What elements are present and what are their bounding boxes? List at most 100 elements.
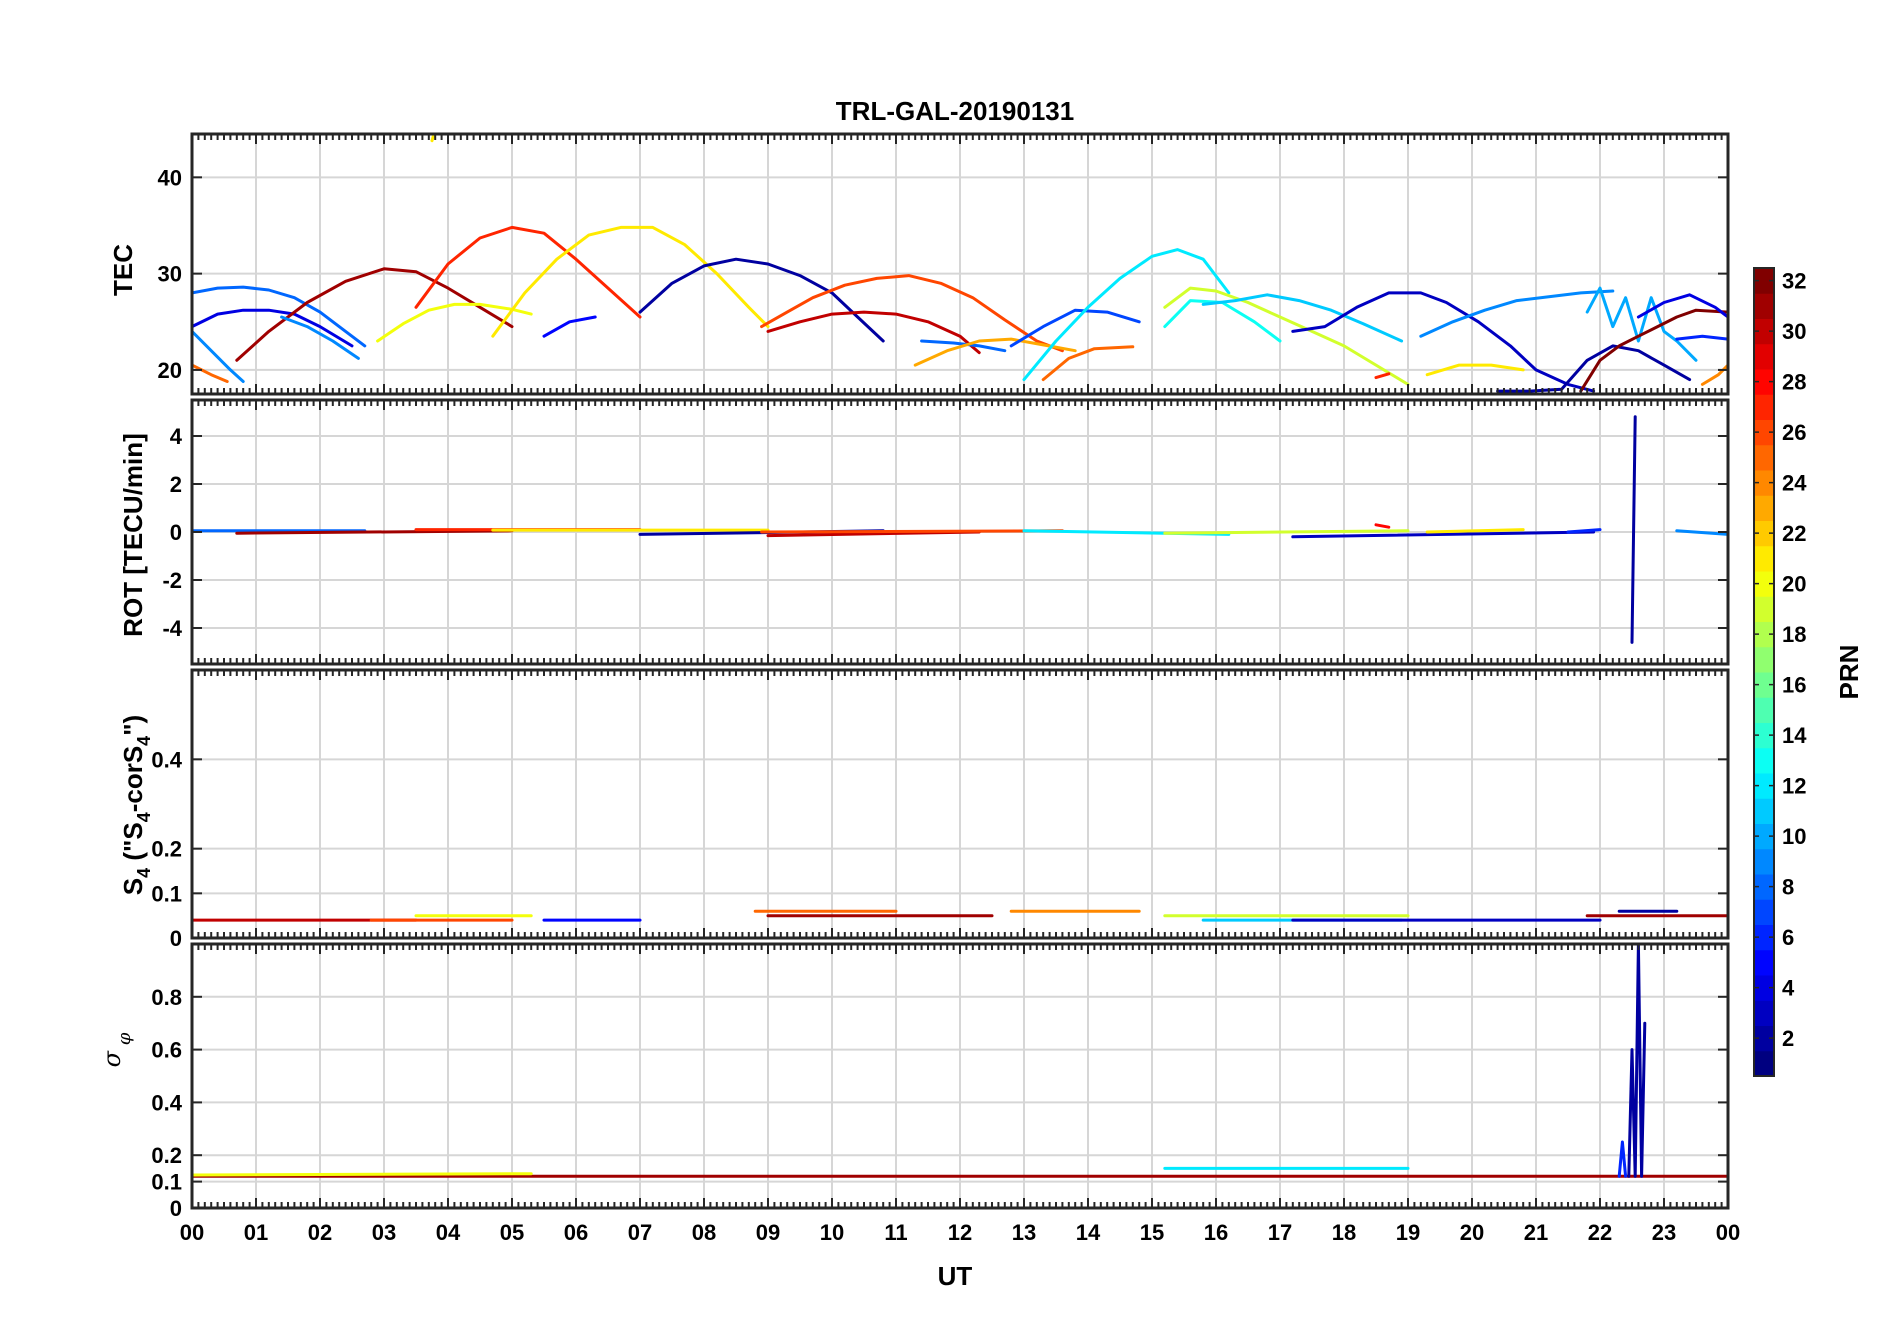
x-tick-label: 11 xyxy=(884,1220,907,1245)
colorbar-tick-label: 16 xyxy=(1782,673,1806,698)
colorbar-tick-label: 12 xyxy=(1782,774,1806,799)
colorbar-swatch xyxy=(1754,722,1774,749)
colorbar-swatch xyxy=(1754,293,1774,319)
x-tick-label: 20 xyxy=(1460,1220,1484,1245)
x-tick-label: 13 xyxy=(1012,1220,1036,1245)
rot-series-prn-31 xyxy=(235,529,514,535)
rot-y-tick-label: 0 xyxy=(170,520,182,545)
colorbar-tick-label: 8 xyxy=(1782,875,1794,900)
tec-panel: 20 30 40 xyxy=(158,132,1730,396)
rot-y-label: ROT [TECU/min] xyxy=(118,433,148,637)
colorbar-swatch xyxy=(1754,949,1774,976)
colorbar-swatch xyxy=(1754,924,1774,951)
colorbar-swatch xyxy=(1754,343,1774,370)
x-tick-label: 15 xyxy=(1140,1220,1164,1245)
tec-series-prn-25 xyxy=(1041,345,1135,382)
x-tick-label: 09 xyxy=(756,1220,780,1245)
colorbar-swatch xyxy=(1754,672,1774,698)
colorbar-swatch xyxy=(1754,621,1774,648)
tec-series-prn-30 xyxy=(766,310,981,355)
colorbar-swatch xyxy=(1754,318,1774,345)
rot-y-tick-label: 4 xyxy=(170,424,183,449)
colorbar-tick-label: 2 xyxy=(1782,1026,1794,1051)
colorbar-swatch xyxy=(1754,848,1774,875)
colorbar-swatch xyxy=(1754,444,1774,471)
sigma_phi-y-tick-label: 0.2 xyxy=(151,1143,182,1168)
tec-series-prn-6 xyxy=(1675,334,1728,341)
tec-series-prn-21 xyxy=(1425,363,1525,377)
colorbar-tick-label: 6 xyxy=(1782,925,1794,950)
tec-y-tick-label: 20 xyxy=(158,358,182,383)
sigma_phi-y-tick-label: 0 xyxy=(170,1196,182,1221)
colorbar-tick-label: 22 xyxy=(1782,521,1806,546)
x-tick-label: 17 xyxy=(1268,1220,1292,1245)
sigma_phi-y-tick-label: 0.1 xyxy=(151,1170,182,1195)
s4-y-tick-label: 0 xyxy=(170,926,182,951)
x-tick-label: 19 xyxy=(1396,1220,1420,1245)
tec-series-prn-25 xyxy=(192,363,229,383)
tec-series-prn-3 xyxy=(1291,291,1596,393)
x-tick-label: 08 xyxy=(692,1220,716,1245)
tec-series-prn-9 xyxy=(1419,289,1615,338)
rot-y-tick-label: 2 xyxy=(170,472,182,497)
colorbar-tick-label: 28 xyxy=(1782,370,1806,395)
tec-series-prn-8 xyxy=(192,285,367,348)
s4-y-tick-label: 0.2 xyxy=(151,837,182,862)
rot-series-prn-19 xyxy=(1163,529,1410,535)
colorbar-tick-label: 4 xyxy=(1782,976,1795,1001)
rot-series-prn-6 xyxy=(1566,528,1602,534)
colorbar-tick-label: 18 xyxy=(1782,622,1806,647)
rot-series-prn-9 xyxy=(1675,529,1728,536)
tec-series-prn-10 xyxy=(1585,286,1698,362)
sigma_phi-y-tick-label: 0.6 xyxy=(151,1038,182,1063)
colorbar-swatch xyxy=(1754,495,1774,521)
tec-series-prn-7 xyxy=(1009,308,1141,348)
colorbar-swatch xyxy=(1754,1050,1774,1077)
tec-series-prn-2 xyxy=(638,257,885,343)
sigma_phi-y-tick-label: 0.4 xyxy=(151,1090,182,1115)
axes-frame xyxy=(190,132,1730,396)
x-tick-label: 14 xyxy=(1076,1220,1101,1245)
x-tick-label: 18 xyxy=(1332,1220,1356,1245)
colorbar-swatch xyxy=(1754,975,1774,1001)
sigma_phi-y-tick-label: 0.8 xyxy=(151,985,182,1010)
colorbar-tick-label: 14 xyxy=(1782,723,1807,748)
colorbar-swatch xyxy=(1754,899,1774,925)
tec-series-prn-9 xyxy=(192,329,245,383)
sigma-phi-y-label: σ φ xyxy=(98,1032,135,1067)
x-tick-label: 03 xyxy=(372,1220,396,1245)
colorbar-tick-label: 10 xyxy=(1782,824,1806,849)
colorbar-swatch xyxy=(1754,394,1774,420)
sigma-phi-panel: 00.10.2 0.4 0.6 0.8 xyxy=(151,942,1730,1221)
tec-series-prn-9 xyxy=(280,315,360,360)
tec-series-prn-26 xyxy=(760,274,1064,353)
rot-panel: -4 -2 0 2 4 xyxy=(162,398,1730,666)
chart-title: TRL-GAL-20190131 xyxy=(836,96,1074,126)
colorbar-tick-label: 26 xyxy=(1782,420,1806,445)
x-tick-label: 00 xyxy=(180,1220,204,1245)
colorbar-swatch xyxy=(1754,1000,1774,1026)
x-tick-label: 02 xyxy=(308,1220,332,1245)
colorbar-swatch xyxy=(1754,571,1774,597)
rot-series-prn-2 xyxy=(1630,415,1637,644)
s4-y-label: S4 ("S4-corS4") xyxy=(118,715,154,895)
colorbar-tick-label: 30 xyxy=(1782,319,1806,344)
x-tick-label: 23 xyxy=(1652,1220,1676,1245)
tec-series-prn-32 xyxy=(1579,308,1728,393)
rot-series-prn-3 xyxy=(1291,530,1596,539)
rot-series-prn-21 xyxy=(1425,528,1525,534)
colorbar-tick-label: 32 xyxy=(1782,269,1806,294)
rot-y-tick-label: -2 xyxy=(162,568,182,593)
colorbar-tick-label: 20 xyxy=(1782,572,1806,597)
s4-y-tick-label: 0.1 xyxy=(151,881,182,906)
tec-series-prn-27 xyxy=(414,225,642,319)
tec-series-prn-12 xyxy=(1022,248,1231,382)
colorbar-swatch xyxy=(1754,520,1774,547)
colorbar-swatch xyxy=(1754,798,1774,824)
tec-series-prn-4 xyxy=(192,308,354,348)
colorbar-swatch xyxy=(1754,470,1774,496)
x-tick-label: 12 xyxy=(948,1220,972,1245)
tec-y-label: TEC xyxy=(108,244,138,296)
x-tick-label: 16 xyxy=(1204,1220,1228,1245)
